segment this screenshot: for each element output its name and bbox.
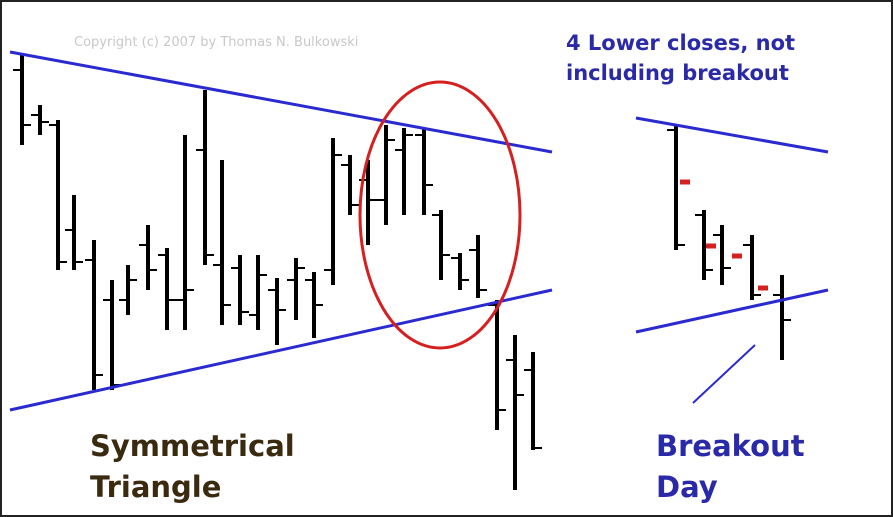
copyright: Copyright (c) 2007 by Thomas N. Bulkowsk…: [74, 35, 358, 50]
pattern-label-line: Symmetrical: [90, 429, 295, 463]
breakout-label: Breakout Day: [656, 429, 815, 504]
annotation-line: including breakout: [566, 61, 789, 85]
price-bars: [13, 55, 791, 490]
pattern-label-line: Triangle: [90, 470, 221, 504]
breakout-label-line: Day: [656, 470, 718, 504]
breakout-label-line: Breakout: [656, 429, 805, 463]
pattern-label: Symmetrical Triangle: [90, 429, 305, 504]
annotation: 4 Lower closes, not including breakout: [566, 31, 802, 85]
lower-trendline: [9, 288, 553, 412]
upper-trendline: [9, 50, 553, 154]
highlight-ellipse: [358, 80, 522, 350]
pointer-line: [692, 344, 756, 404]
upper-trendline-detail: [635, 116, 829, 154]
lower-trendline-detail: [635, 288, 829, 334]
annotation-line: 4 Lower closes, not: [566, 31, 795, 55]
